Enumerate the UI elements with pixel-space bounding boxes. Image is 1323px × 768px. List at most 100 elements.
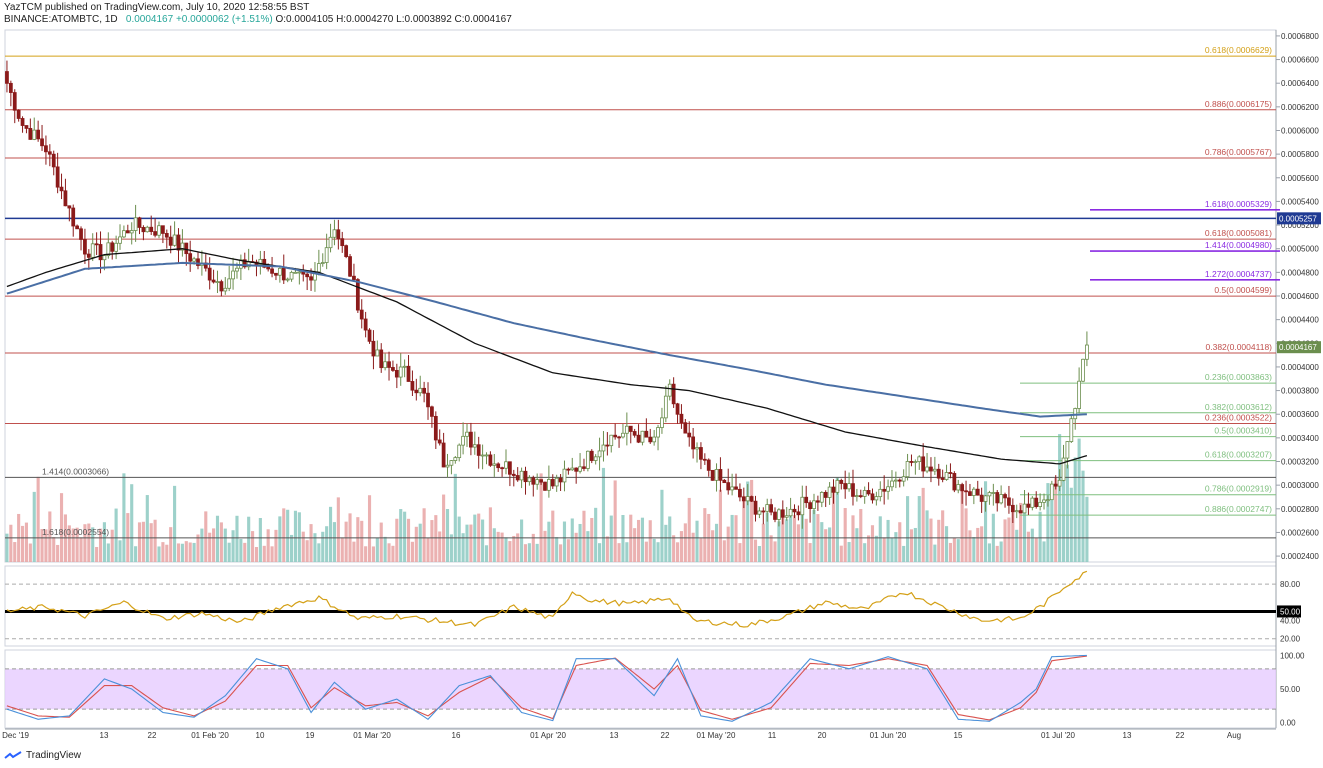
volume-bar xyxy=(621,515,625,562)
volume-bar xyxy=(297,512,301,562)
candle-body xyxy=(1065,441,1070,459)
time-axis-label: 22 xyxy=(1176,731,1185,740)
volume-bar xyxy=(83,524,87,562)
price-tick-label: 0.0005600 xyxy=(1281,174,1319,183)
volume-bar xyxy=(711,530,715,562)
candle-body xyxy=(309,276,313,281)
rsi-badge xyxy=(1277,605,1301,618)
price-tick-label: 0.0005400 xyxy=(1281,197,1319,206)
candle-body xyxy=(812,500,816,510)
price-tick-label: 0.0002400 xyxy=(1281,552,1319,561)
volume-bar xyxy=(672,535,676,562)
candle-body xyxy=(718,469,723,481)
candle-body xyxy=(375,349,380,357)
time-axis-label: 19 xyxy=(306,731,315,740)
volume-bar xyxy=(387,543,391,562)
volume-bar xyxy=(161,542,165,562)
candle-body xyxy=(161,225,165,234)
volume-bar xyxy=(551,510,555,562)
candle-body xyxy=(964,490,968,493)
candle-body xyxy=(118,236,122,244)
price-tick-label: 0.0003000 xyxy=(1281,481,1319,490)
candle-body xyxy=(90,243,95,258)
candle-body xyxy=(757,510,762,515)
volume-bar xyxy=(633,528,637,562)
volume-bar xyxy=(492,528,496,562)
volume-bar xyxy=(137,522,142,562)
candle-body xyxy=(851,483,855,497)
footer: TradingView xyxy=(4,750,81,761)
time-axis-label: 15 xyxy=(954,731,963,740)
candle-body xyxy=(979,494,984,502)
candle-body xyxy=(207,267,212,281)
price-badge-label: 0.0005257 xyxy=(1279,214,1317,223)
candle-body xyxy=(504,461,508,469)
volume-bar xyxy=(523,544,528,562)
price-tick-label: 0.0006200 xyxy=(1281,103,1319,112)
price-tick-label: 0.0004800 xyxy=(1281,268,1319,277)
volume-bar xyxy=(91,527,95,562)
candle-body xyxy=(192,258,196,262)
fib-label: 0.382(0.0004118) xyxy=(1206,342,1273,352)
volume-bar xyxy=(835,477,839,562)
volume-bar xyxy=(258,518,262,562)
time-axis-label: 01 Jun '20 xyxy=(870,731,907,740)
candle-body xyxy=(8,82,13,93)
price-tick-label: 0.0002800 xyxy=(1281,505,1319,514)
candle-body xyxy=(402,365,407,368)
candle-body xyxy=(457,444,462,459)
volume-bar xyxy=(703,508,707,562)
candle-body xyxy=(86,253,91,258)
candle-body xyxy=(500,467,504,470)
candle-body xyxy=(492,463,497,466)
fib-label: 0.886(0.0006175) xyxy=(1205,99,1272,109)
volume-bar xyxy=(59,493,64,562)
candle-body xyxy=(687,432,692,438)
volume-bar xyxy=(48,511,52,562)
volume-bar xyxy=(418,523,422,562)
volume-bar xyxy=(987,543,991,562)
candle-body xyxy=(437,439,442,444)
volume-bar xyxy=(1030,528,1034,562)
volume-bar xyxy=(204,511,208,562)
candle-body xyxy=(355,279,360,311)
volume-bar xyxy=(212,528,216,562)
volume-bar xyxy=(32,491,36,562)
candle-body xyxy=(956,484,961,491)
time-axis-label: 10 xyxy=(256,731,265,740)
candle-body xyxy=(98,244,103,261)
volume-bar xyxy=(1054,477,1058,562)
candle-body xyxy=(706,459,711,471)
time-axis-label: 13 xyxy=(1123,731,1132,740)
candle-body xyxy=(777,509,781,520)
candle-body xyxy=(106,242,111,256)
candle-body xyxy=(862,490,867,497)
price-tick-label: 0.0006400 xyxy=(1281,79,1319,88)
candle-body xyxy=(293,271,298,274)
volume-bar xyxy=(442,494,446,562)
volume-bar xyxy=(761,523,765,562)
volume-bar xyxy=(165,544,169,562)
volume-bar xyxy=(9,524,13,562)
volume-bar xyxy=(598,543,602,562)
candle-body xyxy=(800,496,805,516)
volume-bar xyxy=(95,546,99,562)
volume-bar xyxy=(274,529,278,562)
volume-bar xyxy=(699,538,703,562)
volume-bar xyxy=(859,508,863,562)
candle-body xyxy=(745,496,750,502)
candle-body xyxy=(535,479,540,485)
candle-body xyxy=(827,486,832,498)
candle-body xyxy=(176,234,181,251)
volume-bar xyxy=(562,521,567,562)
candle-body xyxy=(426,392,430,408)
candle-body xyxy=(730,486,735,491)
candle-body xyxy=(277,267,282,276)
candle-body xyxy=(929,466,933,472)
candle-body xyxy=(675,403,680,415)
volume-bar xyxy=(804,518,808,562)
price-tick-label: 0.0003400 xyxy=(1281,434,1319,443)
volume-bar xyxy=(582,510,586,562)
candle-body xyxy=(371,340,376,357)
